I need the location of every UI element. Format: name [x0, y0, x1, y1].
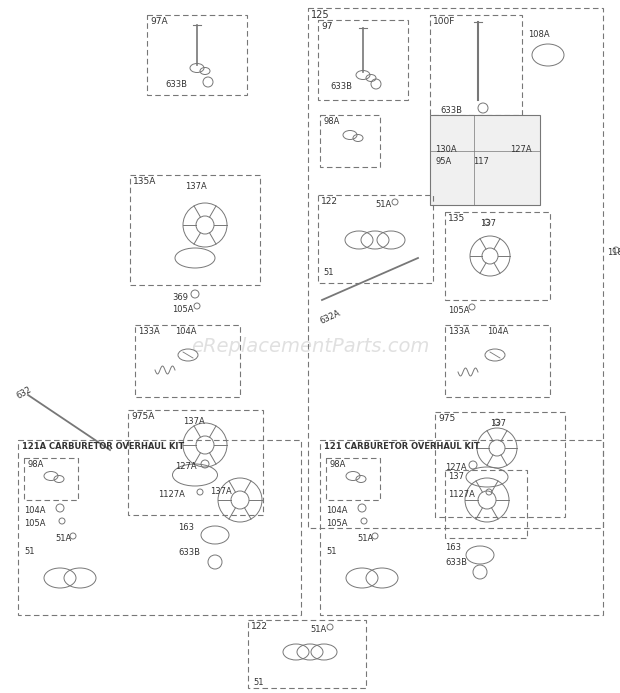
- Text: 105A: 105A: [448, 306, 469, 315]
- Text: 125: 125: [311, 10, 330, 20]
- Text: 1127A: 1127A: [158, 490, 185, 499]
- Bar: [248, 620, 366, 688]
- Text: 51: 51: [24, 547, 35, 556]
- Bar: [320, 115, 380, 167]
- Text: 1127A: 1127A: [448, 490, 475, 499]
- Text: 51A: 51A: [357, 534, 373, 543]
- Text: 369: 369: [172, 293, 188, 302]
- Text: 108A: 108A: [528, 30, 549, 39]
- Text: 130A: 130A: [435, 145, 456, 154]
- Text: 137: 137: [490, 419, 506, 428]
- Bar: [430, 15, 522, 115]
- Bar: [135, 325, 240, 397]
- Text: 51: 51: [323, 268, 334, 277]
- Bar: [18, 440, 301, 615]
- Bar: [445, 470, 527, 538]
- Text: 122: 122: [321, 197, 338, 206]
- Text: 122: 122: [251, 622, 268, 631]
- Text: 51: 51: [326, 547, 337, 556]
- Text: 51A: 51A: [55, 534, 71, 543]
- Text: 975A: 975A: [131, 412, 154, 421]
- Text: 137A: 137A: [185, 182, 206, 191]
- Text: 633B: 633B: [165, 80, 187, 89]
- Text: 97: 97: [321, 22, 332, 31]
- Bar: [435, 412, 565, 517]
- Bar: [430, 115, 540, 205]
- Text: 104A: 104A: [175, 327, 197, 336]
- Text: 127A: 127A: [510, 145, 531, 154]
- Text: 118: 118: [607, 248, 620, 257]
- Text: 117: 117: [473, 157, 489, 166]
- Bar: [318, 20, 408, 100]
- Bar: [445, 325, 550, 397]
- Text: 633B: 633B: [178, 548, 200, 557]
- Text: 632: 632: [15, 385, 33, 401]
- Bar: [130, 175, 260, 285]
- Text: 121 CARBURETOR OVERHAUL KIT: 121 CARBURETOR OVERHAUL KIT: [324, 442, 480, 451]
- Text: 127A: 127A: [445, 463, 467, 472]
- Text: 105A: 105A: [172, 305, 193, 314]
- Text: 632A: 632A: [318, 308, 342, 325]
- Text: 133A: 133A: [448, 327, 470, 336]
- Bar: [147, 15, 247, 95]
- Text: 105A: 105A: [24, 519, 45, 528]
- Bar: [24, 458, 78, 500]
- Text: 127A: 127A: [175, 462, 197, 471]
- Text: 51A: 51A: [375, 200, 391, 209]
- Text: 98A: 98A: [329, 460, 345, 469]
- Text: 137A: 137A: [183, 417, 205, 426]
- Text: 135A: 135A: [133, 177, 156, 186]
- Bar: [326, 458, 380, 500]
- Text: 633B: 633B: [445, 558, 467, 567]
- Text: 975: 975: [438, 414, 455, 423]
- Text: 104A: 104A: [487, 327, 508, 336]
- Bar: [318, 195, 433, 283]
- Text: 135: 135: [448, 214, 465, 223]
- Text: 104A: 104A: [326, 506, 347, 515]
- Text: 137: 137: [448, 472, 464, 481]
- Text: 163: 163: [445, 543, 461, 552]
- Text: 133A: 133A: [138, 327, 160, 336]
- Text: 633B: 633B: [440, 106, 462, 115]
- Bar: [320, 440, 603, 615]
- Text: eReplacementParts.com: eReplacementParts.com: [191, 337, 429, 356]
- Text: 137: 137: [480, 219, 496, 228]
- Text: 100F: 100F: [433, 17, 455, 26]
- Text: 104A: 104A: [24, 506, 45, 515]
- Text: 51: 51: [253, 678, 264, 687]
- Text: 163: 163: [178, 523, 194, 532]
- Text: 137A: 137A: [210, 487, 232, 496]
- Text: 97A: 97A: [150, 17, 167, 26]
- Text: 98A: 98A: [27, 460, 43, 469]
- Text: 51A: 51A: [310, 625, 326, 634]
- Text: 95A: 95A: [435, 157, 451, 166]
- Text: 121A CARBURETOR OVERHAUL KIT: 121A CARBURETOR OVERHAUL KIT: [22, 442, 184, 451]
- Bar: [128, 410, 263, 515]
- Text: 98A: 98A: [323, 117, 339, 126]
- Text: 633B: 633B: [330, 82, 352, 91]
- Bar: [445, 212, 550, 300]
- Text: 105A: 105A: [326, 519, 347, 528]
- Bar: [308, 8, 603, 528]
